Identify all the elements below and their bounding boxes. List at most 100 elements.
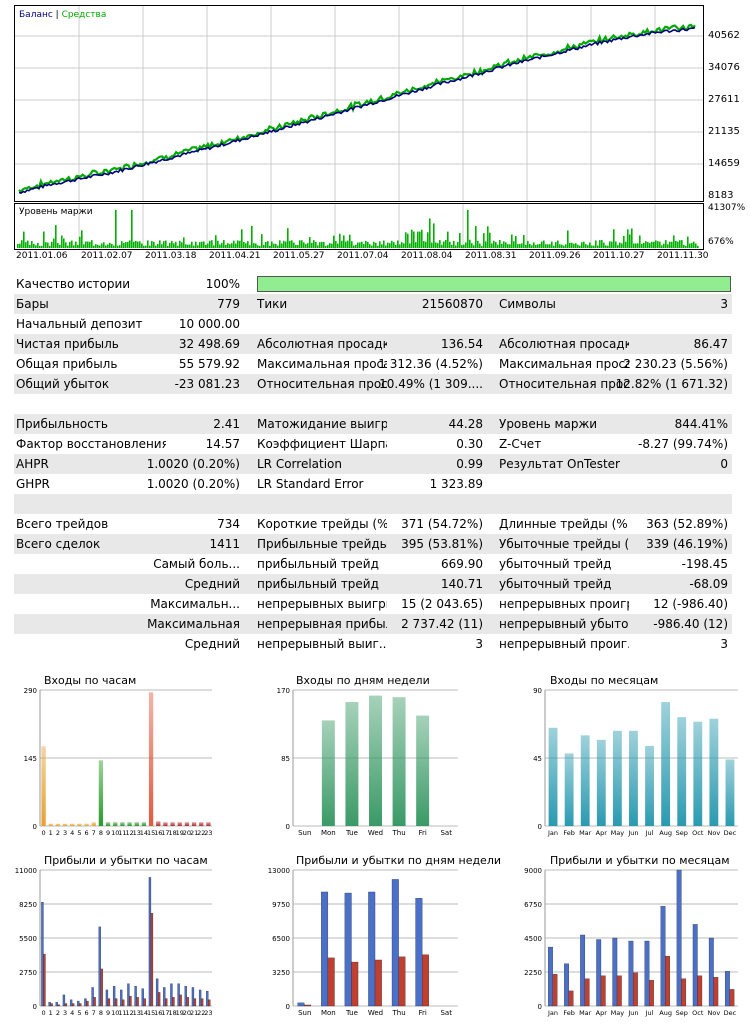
entry-bar (98, 760, 104, 826)
margin-bar (451, 244, 453, 248)
margin-bar (633, 243, 635, 248)
margin-bar (435, 242, 437, 248)
margin-bar (493, 240, 495, 248)
stat-value: 2.41 (213, 417, 240, 431)
margin-bar (313, 240, 315, 248)
entry-bar (191, 822, 197, 826)
margin-bar (577, 244, 579, 248)
margin-bar (149, 245, 151, 248)
stat-value: 86.47 (693, 337, 728, 351)
margin-bar (383, 240, 385, 248)
balance-y-tick: 34076 (708, 62, 740, 73)
stat-value: 1.0020 (0.20%) (146, 457, 240, 471)
margin-bar (515, 236, 517, 248)
margin-bar (53, 238, 55, 248)
margin-bar (217, 240, 219, 248)
y-tick-label: 2750 (19, 969, 37, 977)
loss-bar (193, 998, 197, 1007)
margin-bar (47, 242, 49, 248)
profit-bar (69, 999, 73, 1007)
entry-bar (62, 823, 68, 826)
entry-bar (184, 822, 190, 826)
margin-bar (329, 243, 331, 248)
margin-bar (327, 245, 329, 248)
margin-bar (337, 243, 339, 248)
margin-bar (303, 242, 305, 248)
margin-bars (17, 204, 699, 249)
balance-y-tick: 40562 (708, 30, 740, 41)
x-tick-label: 16 (154, 1009, 162, 1017)
margin-bar (459, 232, 461, 248)
stats-row: Средний непрерывный выиг... 3 непрерывный п… (14, 634, 732, 654)
profit-bar (170, 983, 173, 1007)
x-tick-label: Mon (321, 1009, 336, 1017)
margin-bar (57, 243, 59, 248)
margin-bar (481, 245, 483, 248)
margin-bar (183, 237, 185, 248)
margin-label: Уровень маржи (19, 207, 93, 217)
x-tick-label: Jul (645, 829, 654, 837)
margin-bar (341, 240, 343, 248)
y-tick-label: 9000 (524, 867, 542, 875)
x-tick-label: Apr (596, 829, 608, 837)
margin-bar (369, 244, 371, 248)
margin-bar (123, 242, 125, 248)
stats-row: Начальный депозит 10 000.00 (14, 314, 732, 334)
margin-bar (639, 235, 641, 248)
x-tick-label: Tue (345, 1009, 358, 1017)
stat-value: 3 (475, 637, 483, 651)
history-quality-value: 100% (205, 277, 240, 291)
y-tick-label: 9750 (272, 901, 290, 909)
margin-bar (39, 245, 41, 248)
date-tick: 2011.01.06 (16, 251, 68, 261)
margin-bar (417, 231, 419, 248)
margin-bar (533, 242, 535, 248)
margin-bar (613, 229, 615, 248)
x-tick-label: Sep (676, 829, 688, 837)
stat-value: 363 (52.89%) (646, 517, 728, 531)
x-tick-label: Dec (724, 829, 737, 837)
margin-bar (673, 235, 675, 248)
profit-bar (155, 978, 159, 1007)
y-tick-label: 0 (33, 1003, 37, 1011)
margin-bar (431, 242, 433, 248)
stat-label: Общая прибыль (16, 357, 118, 371)
margin-bar (545, 244, 547, 248)
stat-label: Прибыльные трейды ... (257, 537, 387, 551)
margin-bar (143, 245, 145, 248)
margin-bar (219, 244, 221, 248)
stat-label: Z-Счет (499, 437, 542, 451)
margin-bar (63, 238, 65, 248)
margin-bar (543, 240, 545, 248)
margin-bar (249, 245, 251, 248)
loss-bar (172, 997, 175, 1007)
entries-by-weekday-chart: 170 85 0 Sun Mon Tue Wed Thu Fri Sat (277, 687, 458, 837)
margin-bar (23, 231, 25, 248)
stat-label: прибыльный трейд (257, 577, 379, 591)
stat-value: 1411 (209, 537, 240, 551)
margin-bar (597, 245, 599, 248)
stats-row (14, 494, 732, 514)
date-tick: 2011.02.07 (81, 251, 133, 261)
loss-bar (86, 1000, 89, 1007)
entry-bar (113, 822, 118, 826)
x-tick-label: Thu (391, 1009, 405, 1017)
y-tick-label: 13000 (268, 867, 290, 875)
x-tick-label: Jan (547, 1009, 558, 1017)
margin-bar (669, 241, 671, 248)
stat-label: Абсолютная просадка... (499, 337, 629, 351)
margin-bar (439, 240, 441, 248)
loss-bar (43, 953, 46, 1007)
margin-bar (529, 243, 531, 248)
profit-bar (660, 906, 666, 1007)
margin-bar (189, 244, 191, 248)
margin-bar (461, 245, 463, 248)
loss-bar (208, 999, 211, 1007)
y-tick-label: 90 (533, 687, 542, 695)
balance-y-tick: 21135 (708, 126, 740, 137)
margin-bar (507, 244, 509, 248)
margin-bar (627, 229, 629, 248)
entry-bar (120, 822, 125, 826)
margin-bar (553, 245, 555, 248)
margin-bar (629, 234, 631, 248)
